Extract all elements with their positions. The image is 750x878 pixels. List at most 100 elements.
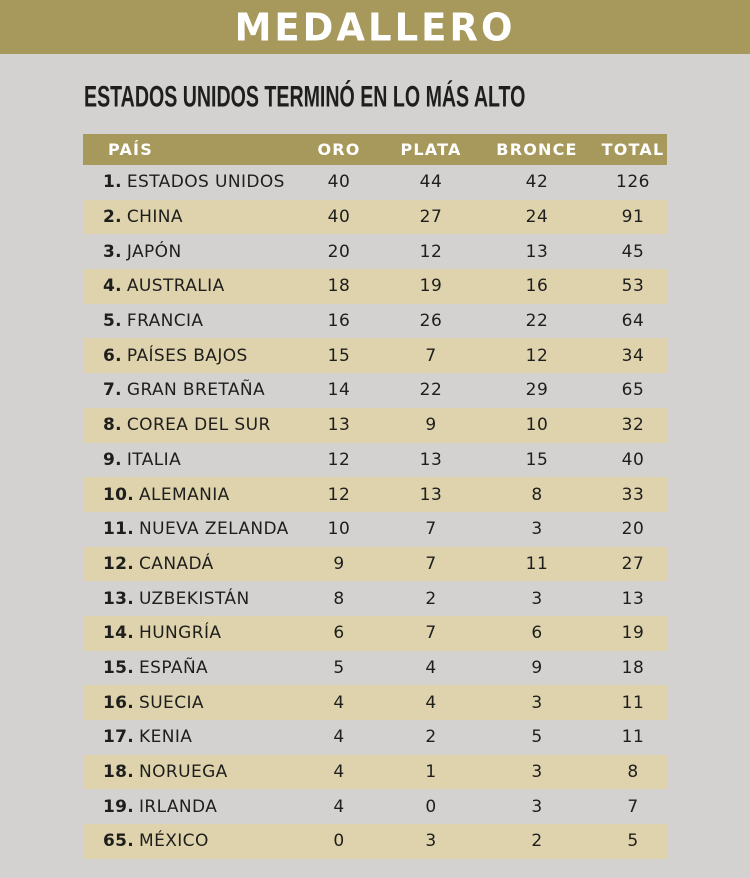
table-row: 10. ALEMANIA 12 13 8 33 (83, 477, 667, 512)
gold-count: 12 (327, 449, 351, 470)
silver-count: 7 (425, 519, 437, 540)
total-count: 65 (621, 380, 645, 401)
gold-count: 12 (327, 484, 351, 505)
country-name: JAPÓN (126, 241, 182, 262)
table-row: 19. IRLANDA 4 0 3 7 (83, 789, 667, 824)
silver-count: 2 (425, 727, 437, 748)
country-name: CANADÁ (139, 553, 214, 574)
country-name: HUNGRÍA (139, 623, 222, 644)
country-cell: 4. AUSTRALIA (83, 276, 291, 296)
headline: ESTADOS UNIDOS TERMINÓ EN LO MÁS ALTO (84, 80, 750, 113)
table-row: 5. FRANCIA 16 26 22 64 (83, 304, 667, 339)
country-name: FRANCIA (126, 311, 204, 332)
rank-number: 10. (103, 484, 135, 505)
country-name: GRAN BRETAÑA (126, 380, 265, 401)
rank-number: 4. (103, 276, 122, 297)
bronze-count: 9 (531, 657, 543, 678)
column-header-oro: ORO (317, 140, 361, 159)
rank-number: 15. (103, 657, 135, 678)
silver-count: 4 (425, 692, 437, 713)
table-row: 18. NORUEGA 4 1 3 8 (83, 754, 667, 790)
silver-count: 7 (425, 553, 437, 574)
silver-count: 2 (425, 588, 437, 609)
country-name: UZBEKISTÁN (139, 588, 250, 609)
country-cell: 3. JAPÓN (83, 242, 291, 262)
medal-table-body: 1. ESTADOS UNIDOS 40 44 42 126 2. CHINA 40… (83, 165, 667, 859)
gold-count: 0 (333, 831, 345, 852)
gold-count: 9 (333, 553, 345, 574)
rank-number: 7. (103, 380, 122, 401)
rank-number: 5. (103, 311, 122, 332)
rank-number: 6. (103, 345, 122, 366)
country-cell: 12. CANADÁ (83, 554, 291, 574)
rank-number: 14. (103, 623, 135, 644)
table-row: 9. ITALIA 12 13 15 40 (83, 443, 667, 478)
title-banner: MEDALLERO (0, 0, 750, 54)
bronze-count: 5 (531, 727, 543, 748)
bronze-count: 16 (525, 276, 549, 297)
rank-number: 8. (103, 415, 122, 436)
column-header-pais: PAÍS (108, 140, 153, 159)
bronze-count: 15 (525, 449, 549, 470)
silver-count: 9 (425, 415, 437, 436)
silver-count: 7 (425, 345, 437, 366)
country-cell: 11. NUEVA ZELANDA (83, 519, 291, 539)
table-row: 6. PAÍSES BAJOS 15 7 12 34 (83, 338, 667, 374)
column-header-bronce: BRONCE (496, 140, 578, 159)
country-cell: 17. KENIA (83, 727, 291, 747)
rank-number: 17. (103, 727, 135, 748)
gold-count: 40 (327, 172, 351, 193)
bronze-count: 3 (531, 588, 543, 609)
country-name: NORUEGA (139, 762, 228, 783)
table-row: 13. UZBEKISTÁN 8 2 3 13 (83, 581, 667, 616)
total-count: 32 (621, 415, 645, 436)
gold-count: 4 (333, 796, 345, 817)
gold-count: 20 (327, 241, 351, 262)
silver-count: 4 (425, 657, 437, 678)
total-count: 11 (621, 727, 645, 748)
bronze-count: 29 (525, 380, 549, 401)
country-cell: 5. FRANCIA (83, 311, 291, 331)
total-count: 33 (621, 484, 645, 505)
country-cell: 14. HUNGRÍA (83, 623, 291, 643)
country-name: IRLANDA (139, 796, 218, 817)
country-name: PAÍSES BAJOS (126, 345, 248, 366)
total-count: 34 (621, 345, 645, 366)
table-row: 1. ESTADOS UNIDOS 40 44 42 126 (83, 165, 667, 200)
total-count: 40 (621, 449, 645, 470)
country-cell: 1. ESTADOS UNIDOS (83, 172, 291, 192)
rank-number: 16. (103, 692, 135, 713)
bronze-count: 3 (531, 762, 543, 783)
country-name: KENIA (139, 727, 193, 748)
gold-count: 8 (333, 588, 345, 609)
table-row: 4. AUSTRALIA 18 19 16 53 (83, 269, 667, 304)
country-cell: 2. CHINA (83, 207, 291, 227)
total-count: 126 (616, 172, 650, 193)
country-cell: 18. NORUEGA (83, 762, 291, 782)
country-name: COREA DEL SUR (126, 415, 271, 436)
table-row: 11. NUEVA ZELANDA 10 7 3 20 (83, 512, 667, 547)
gold-count: 40 (327, 207, 351, 228)
country-name: ITALIA (126, 449, 182, 470)
total-count: 53 (621, 276, 645, 297)
country-cell: 13. UZBEKISTÁN (83, 589, 291, 609)
rank-number: 65. (103, 831, 135, 852)
country-name: SUECIA (139, 692, 204, 713)
gold-count: 4 (333, 727, 345, 748)
country-name: AUSTRALIA (126, 276, 225, 297)
gold-count: 4 (333, 762, 345, 783)
total-count: 11 (621, 692, 645, 713)
column-header-total: TOTAL (601, 140, 665, 159)
bronze-count: 8 (531, 484, 543, 505)
gold-count: 13 (327, 415, 351, 436)
rank-number: 1. (103, 172, 122, 193)
silver-count: 44 (419, 172, 443, 193)
bronze-count: 22 (525, 311, 549, 332)
silver-count: 13 (419, 449, 443, 470)
rank-number: 9. (103, 449, 122, 470)
country-cell: 7. GRAN BRETAÑA (83, 380, 291, 400)
total-count: 27 (621, 553, 645, 574)
bronze-count: 42 (525, 172, 549, 193)
rank-number: 13. (103, 588, 135, 609)
table-row: 16. SUECIA 4 4 3 11 (83, 685, 667, 720)
